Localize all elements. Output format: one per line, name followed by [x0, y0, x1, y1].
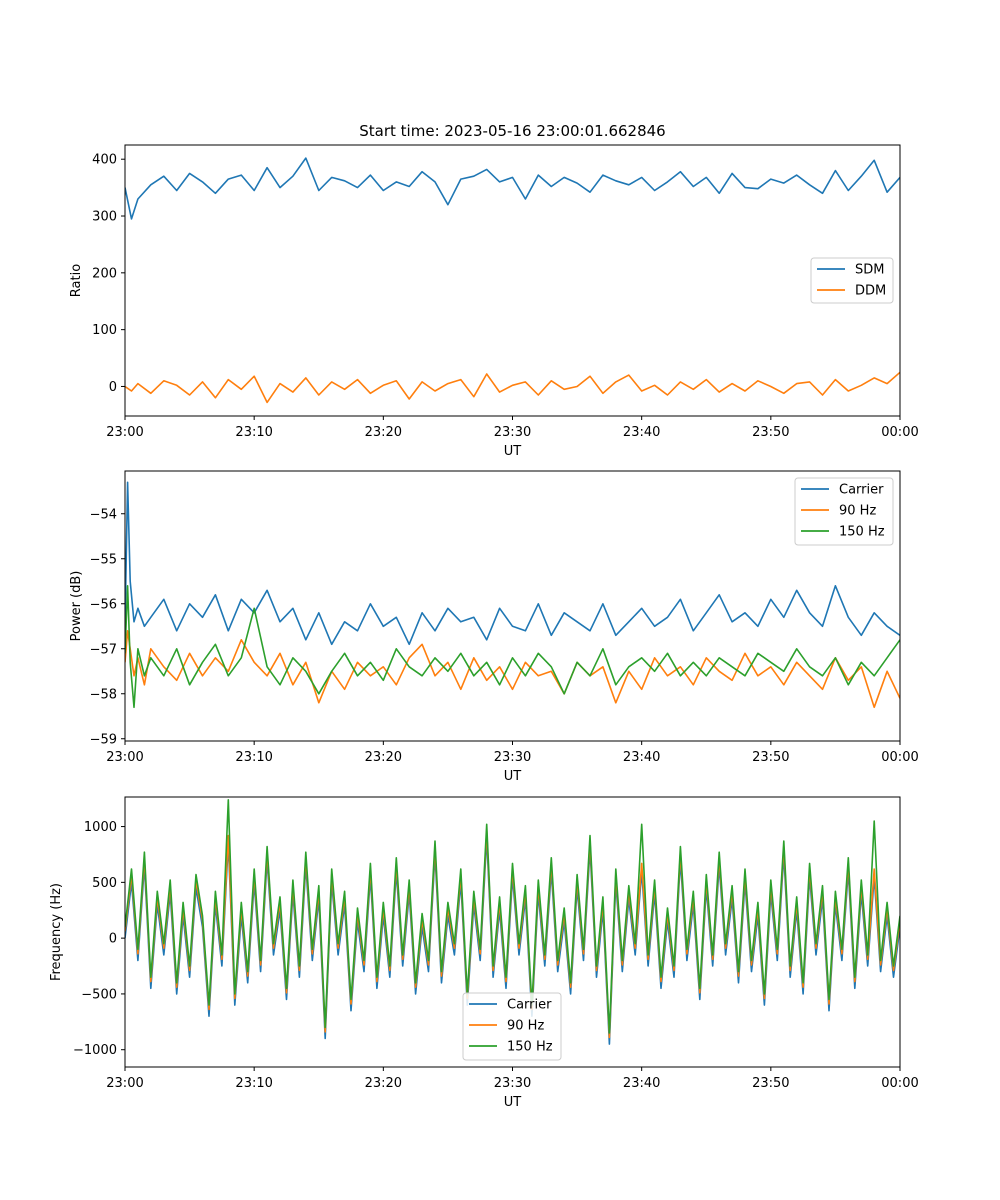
- x-tick-label: 23:30: [494, 425, 531, 440]
- y-axis-label: Power (dB): [69, 571, 84, 642]
- x-tick-label: 23:50: [752, 1076, 789, 1091]
- y-axis-label: Ratio: [69, 264, 84, 297]
- y-tick-label: −1000: [73, 1043, 117, 1058]
- x-tick-label: 23:30: [494, 1076, 531, 1091]
- legend-entry: DDM: [855, 284, 886, 299]
- x-tick-label: 00:00: [881, 750, 918, 765]
- y-axis-label: Frequency (Hz): [49, 883, 64, 981]
- legend: Carrier 90 Hz 150 Hz: [462, 992, 562, 1061]
- chart-panel-2: 23:00 23:10 23:20 23:30 23:40 23:50 00:00 −59 −5…: [69, 470, 919, 784]
- x-axis-label: UT: [504, 769, 522, 784]
- x-tick-label: 23:00: [106, 1076, 143, 1091]
- x-tick-label: 23:10: [235, 750, 272, 765]
- series-line-90 Hz: [125, 629, 900, 709]
- legend-box: [794, 477, 894, 546]
- x-tick-label: 23:00: [106, 425, 143, 440]
- y-tick-label: −59: [90, 732, 117, 747]
- y-tick-label: 0: [109, 380, 117, 395]
- legend-entry: 150 Hz: [839, 525, 885, 540]
- legend-entry: SDM: [855, 263, 884, 278]
- y-tick-label: 1000: [84, 820, 117, 835]
- series-line-150 Hz: [125, 798, 900, 1034]
- y-tick-label: 200: [92, 266, 117, 281]
- y-tick-label: 400: [92, 153, 117, 168]
- x-tick-label: 23:40: [623, 1076, 660, 1091]
- x-axis-label: UT: [504, 444, 522, 459]
- chart-panel-1: 23:00 23:10 23:20 23:30 23:40 23:50 00:00 0 100 2…: [69, 144, 919, 459]
- legend-entry: 150 Hz: [507, 1040, 553, 1055]
- legend-entry: Carrier: [507, 998, 552, 1013]
- legend: Carrier 90 Hz 150 Hz: [794, 477, 894, 546]
- y-tick-label: −57: [90, 642, 117, 657]
- x-tick-label: 23:10: [235, 1076, 272, 1091]
- figure-title: Start time: 2023-05-16 23:00:01.662846: [359, 122, 665, 140]
- y-tick-label: −58: [90, 687, 117, 702]
- y-tick-label: 300: [92, 210, 117, 225]
- y-tick-label: −55: [90, 552, 117, 567]
- x-tick-label: 23:40: [623, 750, 660, 765]
- legend-box: [462, 992, 562, 1061]
- legend-entry: 90 Hz: [839, 504, 876, 519]
- legend-entry: Carrier: [839, 483, 884, 498]
- legend-entry: 90 Hz: [507, 1019, 544, 1034]
- series-line-DDM: [125, 371, 900, 404]
- y-tick-label: −56: [90, 597, 117, 612]
- series-line-150 Hz: [125, 584, 900, 709]
- x-tick-label: 00:00: [881, 425, 918, 440]
- y-tick-label: 0: [109, 932, 117, 947]
- legend: SDM DDM: [810, 257, 894, 304]
- x-tick-label: 23:00: [106, 750, 143, 765]
- y-tick-label: 100: [92, 323, 117, 338]
- x-tick-label: 23:40: [623, 425, 660, 440]
- x-tick-label: 23:20: [365, 750, 402, 765]
- x-tick-label: 23:10: [235, 425, 272, 440]
- y-tick-label: −54: [90, 507, 117, 522]
- y-tick-label: 500: [92, 876, 117, 891]
- chart-panel-3: 23:00 23:10 23:20 23:30 23:40 23:50 00:00 −1000…: [49, 796, 919, 1110]
- x-tick-label: 23:30: [494, 750, 531, 765]
- subplots: 23:00 23:10 23:20 23:30 23:40 23:50 00:00 0 100 2…: [49, 144, 919, 1110]
- series-line-Carrier: [125, 481, 900, 646]
- x-axis-label: UT: [504, 1095, 522, 1110]
- x-tick-label: 00:00: [881, 1076, 918, 1091]
- x-tick-label: 23:20: [365, 1076, 402, 1091]
- x-tick-label: 23:50: [752, 425, 789, 440]
- y-tick-label: −500: [81, 987, 117, 1002]
- series-line-SDM: [125, 157, 900, 220]
- x-tick-label: 23:50: [752, 750, 789, 765]
- x-tick-label: 23:20: [365, 425, 402, 440]
